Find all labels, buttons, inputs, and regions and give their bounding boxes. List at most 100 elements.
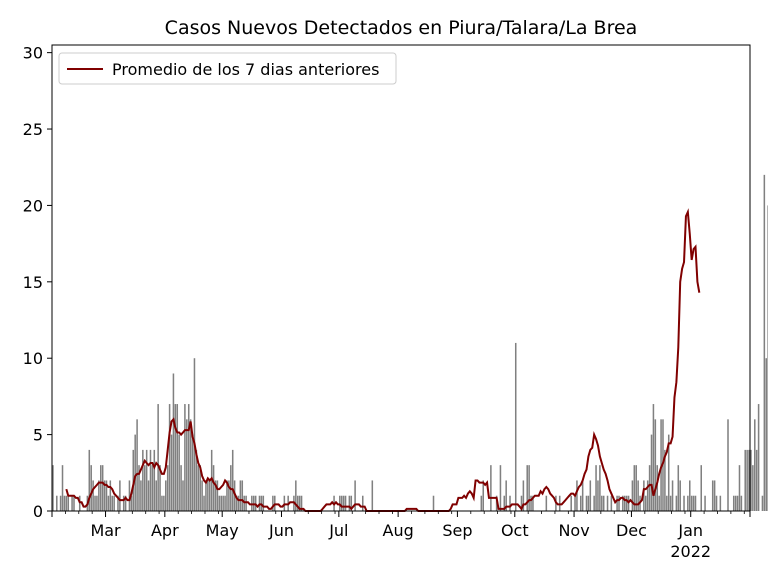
bar: [117, 495, 119, 511]
bar: [191, 434, 194, 511]
bar: [163, 495, 165, 511]
bar: [505, 480, 507, 511]
bar: [189, 419, 192, 511]
bar: [61, 465, 64, 511]
bar: [296, 495, 299, 511]
bar: [298, 495, 301, 511]
bar: [165, 480, 167, 511]
bar: [228, 480, 230, 511]
bar: [237, 495, 240, 511]
bar: [78, 495, 81, 511]
bar: [109, 480, 112, 511]
bar: [744, 449, 746, 511]
bar: [180, 465, 182, 511]
bar: [149, 449, 152, 511]
bar: [719, 495, 722, 511]
bar: [581, 480, 584, 511]
bar: [361, 495, 364, 511]
bar: [231, 449, 234, 511]
bar: [736, 495, 739, 511]
bar: [170, 434, 173, 511]
bar: [63, 495, 66, 511]
x-tick-label: Nov: [558, 521, 589, 540]
bar: [142, 449, 144, 511]
bar: [528, 465, 530, 511]
bar: [187, 404, 190, 511]
y-tick-label: 20: [23, 196, 43, 215]
bar: [748, 449, 750, 511]
bar: [616, 495, 618, 511]
bar: [272, 495, 274, 511]
bar: [52, 465, 54, 511]
bar: [648, 465, 651, 511]
bar: [677, 465, 680, 511]
bar: [103, 480, 106, 511]
bar: [168, 404, 171, 511]
bar: [98, 480, 100, 511]
x-tick-label: Oct: [501, 521, 529, 540]
bar: [224, 495, 226, 511]
bar: [214, 480, 217, 511]
bar: [212, 465, 215, 511]
bar: [371, 480, 374, 511]
bar: [711, 480, 714, 511]
bar: [235, 495, 238, 511]
bar: [635, 465, 637, 511]
bar-series: [52, 174, 768, 511]
bar: [754, 419, 756, 511]
bar: [579, 495, 582, 511]
bar: [184, 404, 186, 511]
bar: [432, 495, 435, 511]
x-tick-sublabel: 2022: [670, 542, 711, 561]
bar: [687, 495, 689, 511]
bar: [145, 449, 148, 511]
bar: [602, 495, 605, 511]
bar: [633, 465, 636, 511]
bar: [734, 495, 737, 511]
bar: [499, 465, 502, 511]
x-tick-label: Aug: [383, 521, 414, 540]
bar: [692, 495, 695, 511]
bar: [107, 495, 110, 511]
y-tick-label: 0: [33, 502, 43, 521]
bar: [755, 449, 758, 511]
bar: [576, 480, 578, 511]
moving-average-line: [65, 208, 701, 512]
bar: [727, 419, 729, 511]
bar: [88, 449, 91, 511]
bar: [153, 449, 156, 511]
bar: [186, 419, 188, 511]
bar: [738, 465, 741, 511]
bar: [113, 495, 115, 511]
bar: [761, 495, 764, 511]
bar: [262, 495, 265, 511]
bar: [732, 495, 735, 511]
bar: [195, 449, 198, 511]
bar: [646, 480, 649, 511]
bar: [623, 495, 626, 511]
legend-label: Promedio de los 7 dias anteriores: [112, 60, 379, 79]
y-tick-label: 5: [33, 426, 43, 445]
bar: [260, 495, 263, 511]
bar: [201, 480, 203, 511]
bar: [694, 495, 697, 511]
bar: [645, 495, 647, 511]
bar: [574, 495, 576, 511]
bar: [650, 434, 653, 511]
bar: [715, 495, 718, 511]
bar: [520, 495, 523, 511]
bar: [342, 495, 345, 511]
bar: [151, 465, 154, 511]
bar: [713, 480, 716, 511]
bar: [526, 465, 528, 511]
bar: [143, 465, 146, 511]
bar: [140, 480, 142, 511]
bar: [241, 480, 244, 511]
bar: [595, 465, 597, 511]
bar: [339, 495, 341, 511]
bar: [689, 480, 691, 511]
bar: [239, 480, 242, 511]
bar: [354, 480, 356, 511]
bar: [122, 495, 125, 511]
bar: [182, 480, 184, 511]
